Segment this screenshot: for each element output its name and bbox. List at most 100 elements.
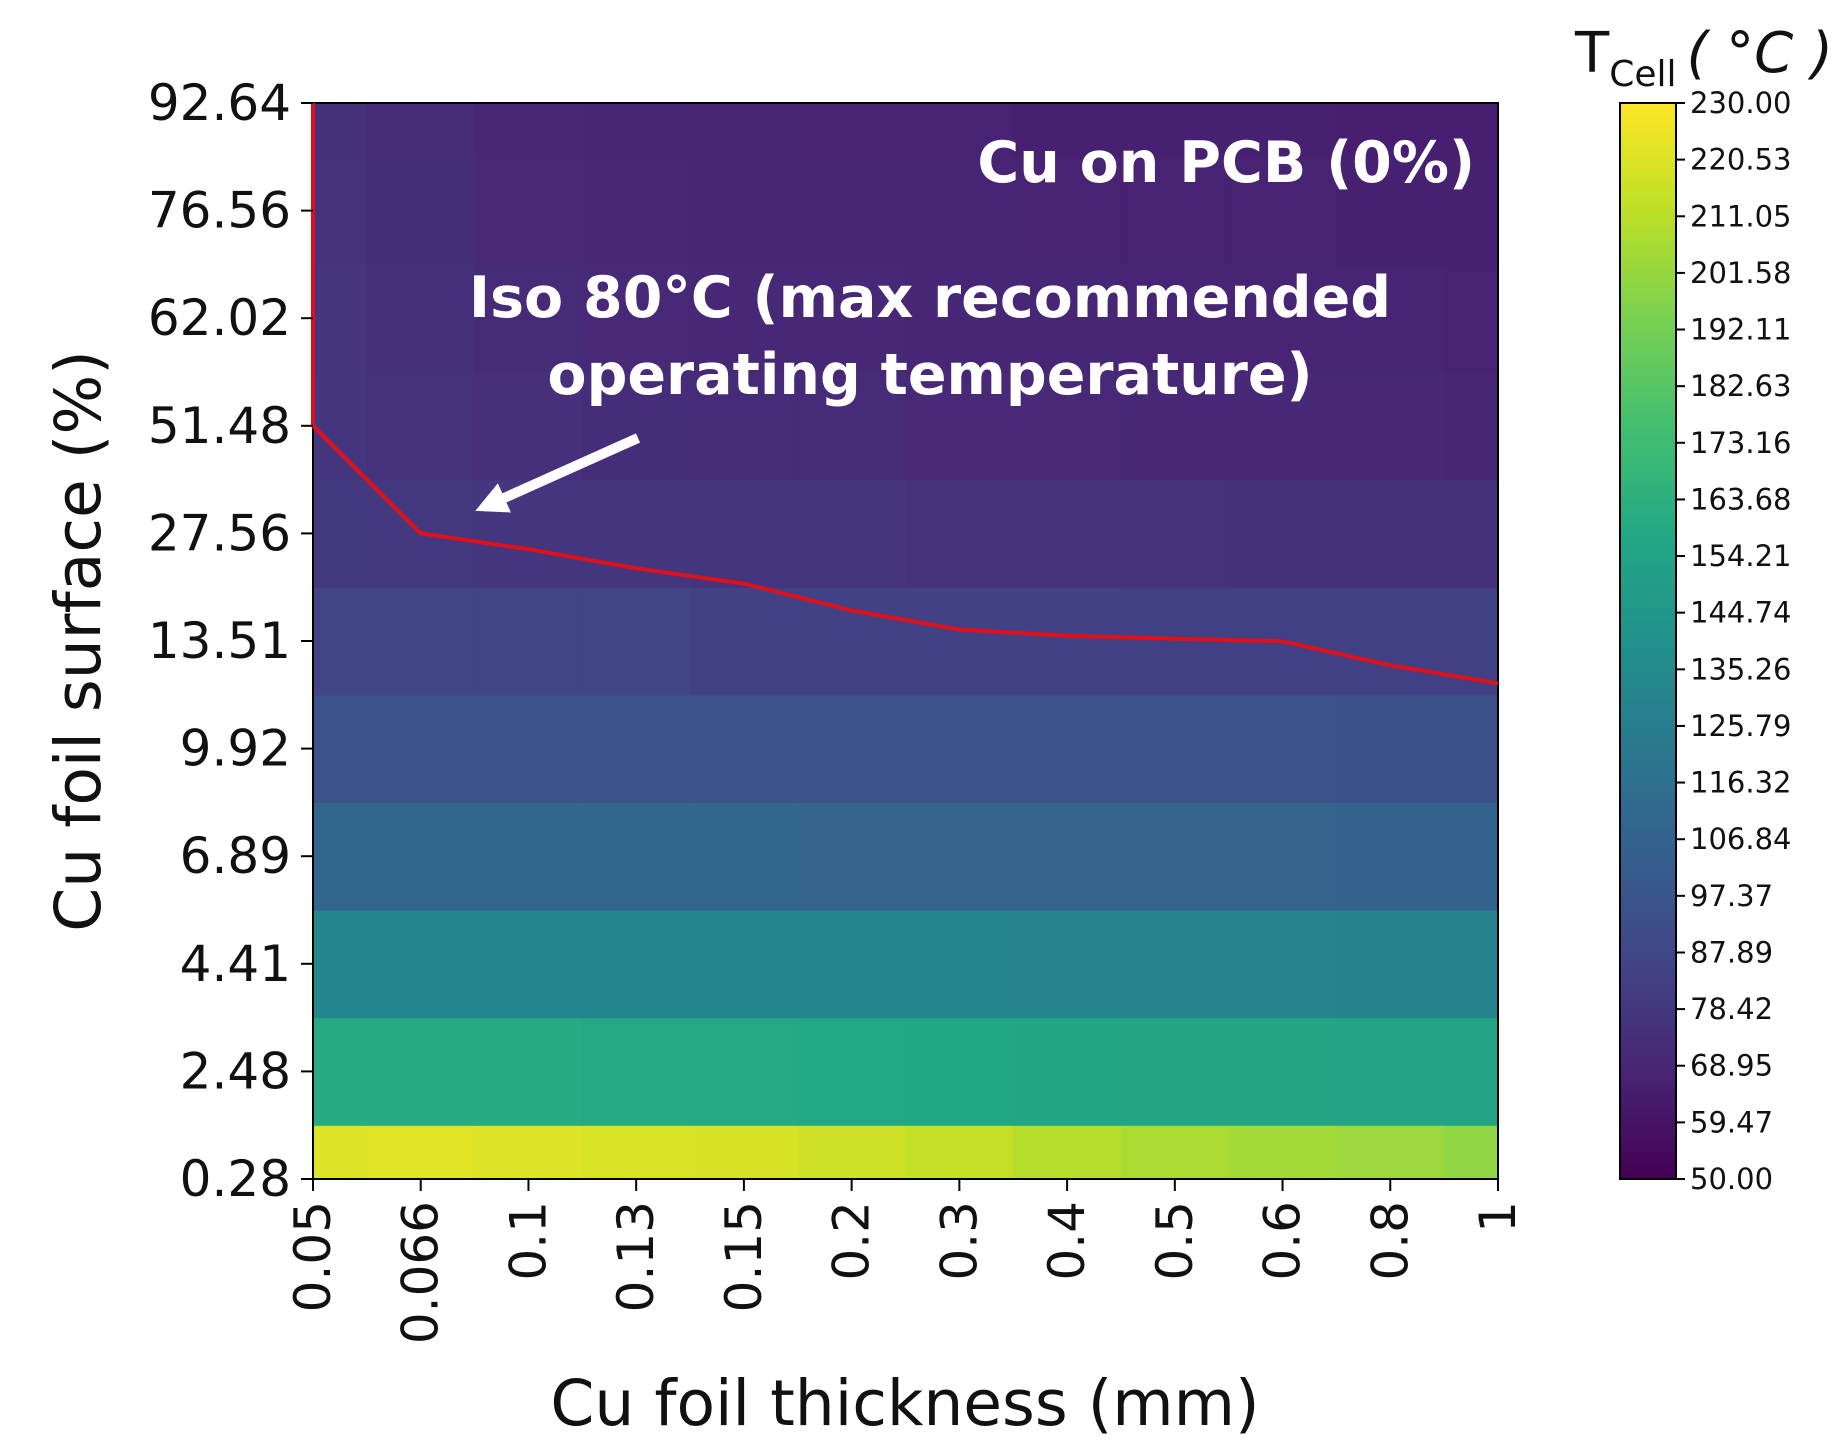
heatmap-cell	[1228, 1125, 1338, 1180]
heatmap-cell	[1336, 802, 1445, 911]
heatmap-cell	[1228, 479, 1338, 588]
heatmap-cell	[474, 802, 583, 911]
x-tick-label: 0.5	[1146, 1201, 1204, 1281]
colorbar-tick-label: 220.53	[1690, 143, 1791, 177]
heatmap-cell	[797, 103, 907, 158]
heatmap-cell	[1013, 479, 1122, 588]
heatmap-cell	[1336, 694, 1445, 803]
colorbar-ticks: 230.00 220.53 211.05 201.58 192.11 182.63 173.…	[1676, 86, 1791, 1196]
heatmap-cell	[474, 264, 583, 373]
heatmap-cell	[1013, 1017, 1122, 1126]
x-tick-label: 0.4	[1038, 1201, 1096, 1281]
heatmap-cell	[1013, 372, 1122, 481]
heatmap-cell	[905, 1017, 1014, 1126]
heatmap-cell	[1444, 103, 1499, 158]
heatmap-cell	[1228, 264, 1338, 373]
colorbar-title-unit: ( °C )	[1687, 21, 1833, 86]
heatmap-cell	[1336, 479, 1445, 588]
heatmap-cell	[797, 694, 907, 803]
colorbar-title-main: T	[1574, 21, 1610, 86]
heatmap-cell	[1120, 264, 1230, 373]
x-tick-label: 0.6	[1254, 1201, 1312, 1281]
heatmap-cell	[797, 1125, 907, 1180]
heatmap-cell	[797, 372, 907, 481]
x-tick-label: 0.1	[499, 1201, 557, 1281]
heatmap-cell	[474, 1017, 583, 1126]
heatmap-cell	[474, 103, 583, 158]
heatmap-cell	[313, 156, 368, 265]
heatmap-cell	[1120, 1125, 1230, 1180]
heatmap-cell	[366, 910, 476, 1019]
heatmap-cell	[366, 694, 476, 803]
heatmap-cell	[690, 479, 799, 588]
y-tick-label: 92.64	[148, 74, 291, 132]
x-axis: 0.05 0.066 0.1 0.13 0.15 0.2 0.3 0.4 0.5 0.6 0.8 1	[284, 1179, 1527, 1344]
heatmap-cell	[366, 264, 476, 373]
heatmap-cell	[1013, 802, 1122, 911]
heatmap-cell	[366, 1017, 476, 1126]
y-tick-label: 2.48	[180, 1042, 291, 1100]
heatmap-cell	[1228, 694, 1338, 803]
x-tick-label: 0.13	[607, 1201, 665, 1312]
heatmap-cell	[366, 103, 476, 158]
heatmap-cell	[313, 1125, 368, 1180]
x-tick-label: 0.05	[284, 1201, 342, 1312]
iso-line-arrow	[475, 433, 641, 513]
heatmap-cell	[474, 910, 583, 1019]
heatmap-cell	[1444, 372, 1499, 481]
heatmap-cell	[690, 694, 799, 803]
heatmap-cell	[905, 802, 1014, 911]
heatmap-cell	[1336, 1125, 1445, 1180]
heatmap-cell	[905, 479, 1014, 588]
heatmap-cell	[1444, 264, 1499, 373]
heatmap-cell	[1013, 694, 1122, 803]
heatmap-cell	[582, 372, 691, 481]
heatmap-cell	[313, 103, 368, 158]
heatmap-cell	[1444, 1017, 1499, 1126]
heatmap-cell	[474, 587, 583, 696]
material-annotation: Cu on PCB (0%)	[977, 130, 1475, 196]
heatmap-cell	[582, 1017, 691, 1126]
heatmap-cell	[690, 103, 799, 158]
x-tick-label: 0.3	[930, 1201, 988, 1281]
heatmap-cell	[582, 1125, 691, 1180]
heatmap-cell	[1120, 802, 1230, 911]
heatmap-cell	[797, 910, 907, 1019]
colorbar-tick-label: 173.16	[1690, 426, 1791, 460]
y-axis-label: Cu foil surface (%)	[42, 350, 115, 932]
heatmap-cells	[313, 103, 1499, 1180]
heatmap-cell	[1013, 103, 1122, 158]
colorbar-tick-label: 211.05	[1690, 199, 1791, 233]
heatmap-cell	[1336, 103, 1445, 158]
heatmap-cell	[1444, 156, 1499, 265]
y-tick-label: 51.48	[148, 397, 291, 455]
heatmap-cell	[690, 802, 799, 911]
colorbar-tick-label: 87.89	[1690, 936, 1773, 970]
heatmap-cell	[690, 372, 799, 481]
heatmap-cell	[797, 802, 907, 911]
heatmap-cell	[366, 156, 476, 265]
heatmap-cell	[1120, 156, 1230, 265]
heatmap-cell	[1228, 1017, 1338, 1126]
heatmap-cell	[313, 1017, 368, 1126]
y-tick-label: 9.92	[180, 720, 291, 778]
heatmap-cell	[797, 479, 907, 588]
heatmap-cell	[313, 694, 368, 803]
colorbar-tick-label: 192.11	[1690, 312, 1791, 346]
colorbar-title: TCell ( °C )	[1574, 21, 1833, 95]
heatmap-cell	[1444, 479, 1499, 588]
y-tick-label: 0.28	[180, 1150, 291, 1208]
heatmap-cell	[1013, 587, 1122, 696]
heatmap-cell	[797, 156, 907, 265]
colorbar-tick-label: 50.00	[1690, 1162, 1773, 1196]
colorbar	[1619, 102, 1677, 1180]
heatmap-cell	[1013, 910, 1122, 1019]
heatmap-cell	[1228, 802, 1338, 911]
heatmap-cell	[1228, 910, 1338, 1019]
heatmap-cell	[1336, 156, 1445, 265]
heatmap-cell	[1013, 1125, 1122, 1180]
colorbar-tick-label: 201.58	[1690, 256, 1791, 290]
colorbar-tick-label: 135.26	[1690, 652, 1791, 686]
heatmap-cell	[474, 372, 583, 481]
heatmap-cell	[582, 910, 691, 1019]
